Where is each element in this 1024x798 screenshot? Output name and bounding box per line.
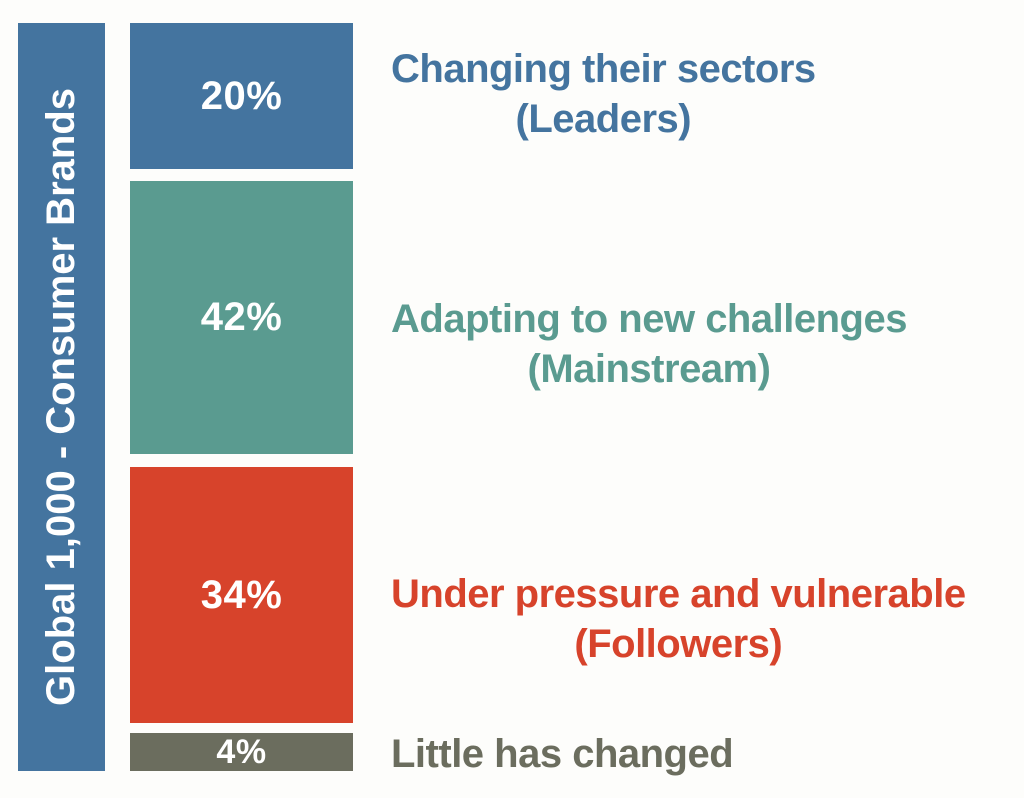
segment-label-leaders: Changing their sectors (Leaders): [391, 44, 816, 144]
segment-value-leaders: 20%: [200, 73, 283, 118]
segment-label-followers-line2: (Followers): [574, 622, 783, 666]
segment-label-leaders-line1: Changing their sectors: [391, 47, 816, 91]
bar-segment-leaders: 20%: [130, 23, 353, 169]
segment-label-followers: Under pressure and vulnerable (Followers…: [391, 569, 966, 669]
segment-value-mainstream: 42%: [200, 295, 283, 339]
segment-label-leaders-line2: (Leaders): [515, 97, 692, 141]
bar-segment-little-changed: 4%: [130, 733, 353, 771]
segment-label-little-changed-line1: Little has changed: [391, 732, 734, 776]
bar-segment-followers: 34%: [130, 467, 353, 723]
segment-label-mainstream-line2: (Mainstream): [527, 347, 771, 391]
bar-segment-mainstream: 42%: [130, 181, 353, 454]
category-axis-bar: Global 1,000 - Consumer Brands: [18, 23, 105, 771]
segment-label-little-changed: Little has changed: [391, 729, 734, 779]
category-axis-label: Global 1,000 - Consumer Brands: [39, 88, 83, 706]
segment-label-followers-line1: Under pressure and vulnerable: [391, 572, 966, 616]
segment-value-little-changed: 4%: [216, 732, 267, 771]
segment-label-mainstream-line1: Adapting to new challenges: [391, 297, 907, 341]
segment-value-followers: 34%: [200, 572, 283, 617]
segment-label-mainstream: Adapting to new challenges (Mainstream): [391, 294, 907, 394]
